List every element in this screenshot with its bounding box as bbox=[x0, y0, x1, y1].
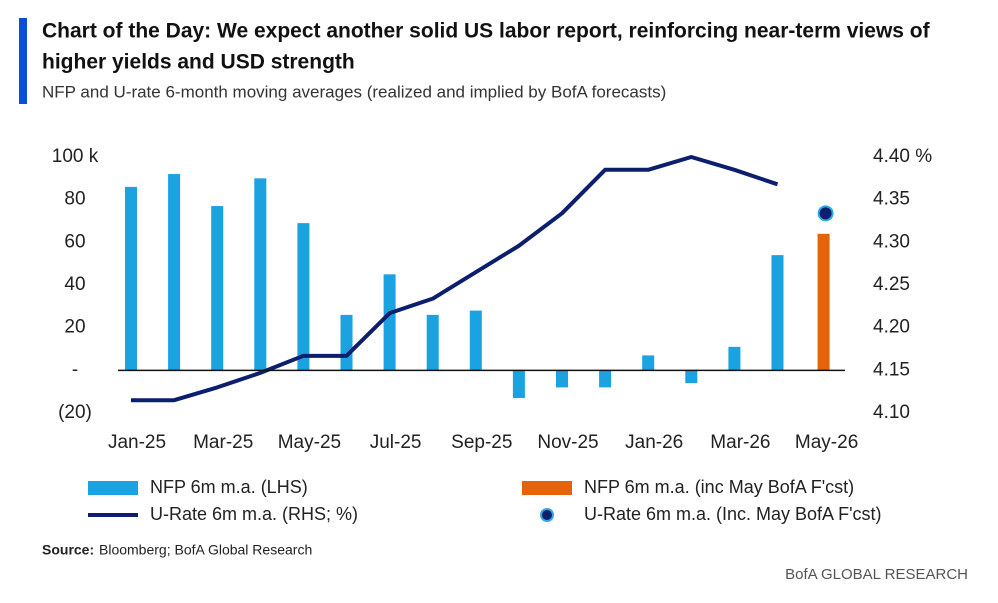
y2-tick-label: 4.35 bbox=[873, 189, 910, 210]
x-tick-label: May-25 bbox=[278, 432, 341, 453]
bar bbox=[383, 274, 396, 371]
y-tick-label: 100 k bbox=[52, 146, 99, 167]
bar bbox=[469, 310, 482, 371]
y-tick-label: 20 bbox=[64, 317, 85, 338]
x-tick-label: Nov-25 bbox=[537, 432, 598, 453]
footer: BofA GLOBAL RESEARCH bbox=[785, 566, 968, 583]
x-tick-label: Jan-25 bbox=[108, 432, 166, 453]
x-tick-label: Sep-25 bbox=[451, 432, 512, 453]
bar bbox=[599, 370, 612, 388]
legend-label: U-Rate 6m m.a. (RHS; %) bbox=[150, 504, 358, 524]
x-tick-label: May-26 bbox=[795, 432, 858, 453]
bar bbox=[771, 255, 784, 371]
bar bbox=[426, 314, 439, 371]
legend-label: NFP 6m m.a. (inc May BofA F'cst) bbox=[584, 477, 854, 497]
bar bbox=[817, 233, 830, 371]
bar bbox=[168, 174, 181, 371]
y-tick-label: 80 bbox=[64, 189, 85, 210]
accent-bar bbox=[19, 18, 27, 104]
legend-label: U-Rate 6m m.a. (Inc. May BofA F'cst) bbox=[584, 504, 882, 524]
legend-label: NFP 6m m.a. (LHS) bbox=[150, 477, 308, 497]
legend-swatch bbox=[540, 508, 554, 522]
y-tick-label: 40 bbox=[64, 274, 85, 295]
chart-title: higher yields and USD strength bbox=[42, 51, 355, 74]
bar bbox=[556, 370, 568, 388]
bar bbox=[297, 223, 310, 371]
chart-subtitle: NFP and U-rate 6-month moving averages (… bbox=[42, 82, 666, 101]
legend-swatch bbox=[88, 481, 138, 495]
dot bbox=[817, 205, 834, 222]
bar bbox=[728, 346, 741, 371]
x-tick-label: Mar-25 bbox=[193, 432, 253, 453]
y2-tick-label: 4.25 bbox=[873, 274, 910, 295]
legend-swatch bbox=[522, 481, 572, 495]
chart-title: Chart of the Day: We expect another soli… bbox=[42, 20, 931, 43]
y-tick-label: 60 bbox=[64, 231, 85, 252]
y-tick-label: (20) bbox=[58, 402, 92, 423]
bar bbox=[642, 355, 655, 371]
bar bbox=[125, 186, 137, 371]
x-tick-label: Jul-25 bbox=[370, 432, 422, 453]
bar bbox=[340, 314, 353, 371]
bar bbox=[211, 206, 224, 371]
bar bbox=[685, 370, 698, 384]
y2-tick-label: 4.20 bbox=[873, 317, 910, 338]
bar bbox=[254, 178, 267, 371]
x-tick-label: Jan-26 bbox=[625, 432, 683, 453]
source-text: Bloomberg; BofA Global Research bbox=[99, 542, 312, 558]
y-tick-label: - bbox=[72, 359, 78, 380]
y2-tick-label: 4.10 bbox=[873, 402, 910, 423]
x-tick-label: Mar-26 bbox=[710, 432, 770, 453]
y2-tick-label: 4.40 % bbox=[873, 146, 932, 167]
bar bbox=[512, 370, 525, 399]
line bbox=[131, 155, 779, 403]
y2-tick-label: 4.30 bbox=[873, 231, 910, 252]
y2-tick-label: 4.15 bbox=[873, 359, 910, 380]
source-label: Source: bbox=[42, 542, 94, 558]
